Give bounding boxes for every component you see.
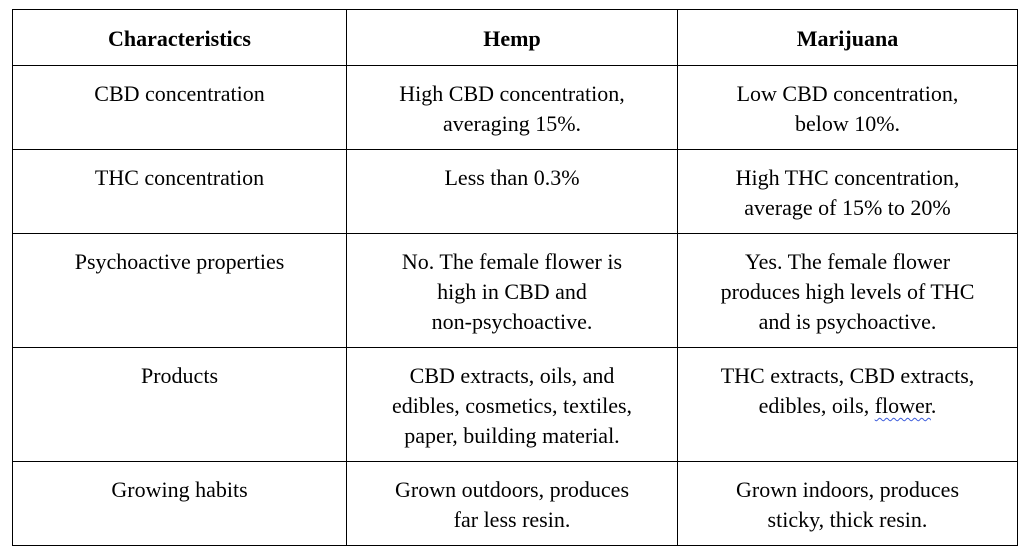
cell-text: Psychoactive properties xyxy=(74,249,285,274)
cell-text: Low CBD concentration, below 10%. xyxy=(736,81,959,136)
cell-characteristic: THC concentration xyxy=(12,149,347,234)
comparison-table: Characteristics Hemp Marijuana CBD conce… xyxy=(12,9,1018,546)
cell-marijuana: Low CBD concentration, below 10%. xyxy=(677,65,1018,150)
cell-hemp: No. The female flower is high in CBD and… xyxy=(346,233,678,348)
table-row: THC concentration Less than 0.3% High TH… xyxy=(12,149,1018,234)
table-row: Products CBD extracts, oils, and edibles… xyxy=(12,347,1018,462)
cell-text: THC extracts, CBD extracts, edibles, oil… xyxy=(686,361,1009,421)
table-row: Psychoactive properties No. The female f… xyxy=(12,233,1018,348)
cell-text: No. The female flower is high in CBD and… xyxy=(401,249,623,334)
cell-characteristic: Psychoactive properties xyxy=(12,233,347,348)
cell-hemp: Less than 0.3% xyxy=(346,149,678,234)
table-row: CBD concentration High CBD concentration… xyxy=(12,65,1018,150)
cell-text: High CBD concentration, averaging 15%. xyxy=(399,81,625,136)
cell-text: Grown outdoors, produces far less resin. xyxy=(394,477,630,532)
cell-text: THC concentration xyxy=(94,165,265,190)
spellcheck-flagged-word[interactable]: flower xyxy=(874,393,931,418)
cell-characteristic: Growing habits xyxy=(12,461,347,546)
cell-text: High THC concentration, average of 15% t… xyxy=(735,165,960,220)
cell-text: CBD extracts, oils, and edibles, cosmeti… xyxy=(391,363,633,448)
cell-marijuana: Grown indoors, produces sticky, thick re… xyxy=(677,461,1018,546)
cell-hemp: CBD extracts, oils, and edibles, cosmeti… xyxy=(346,347,678,462)
cell-characteristic: Products xyxy=(12,347,347,462)
cell-text: Yes. The female flower produces high lev… xyxy=(720,249,975,334)
cell-text-prefix: THC extracts, CBD extracts, edibles, oil… xyxy=(720,363,975,418)
cell-text: CBD concentration xyxy=(94,81,265,106)
cell-marijuana: THC extracts, CBD extracts, edibles, oil… xyxy=(677,347,1018,462)
header-marijuana: Marijuana xyxy=(677,9,1018,66)
cell-text: Products xyxy=(141,363,218,388)
table-row: Growing habits Grown outdoors, produces … xyxy=(12,461,1018,546)
cell-text: Less than 0.3% xyxy=(444,165,580,190)
header-characteristics: Characteristics xyxy=(12,9,347,66)
cell-hemp: Grown outdoors, produces far less resin. xyxy=(346,461,678,546)
cell-hemp: High CBD concentration, averaging 15%. xyxy=(346,65,678,150)
cell-text: Grown indoors, produces sticky, thick re… xyxy=(735,477,960,532)
cell-text: Growing habits xyxy=(111,477,248,502)
header-hemp: Hemp xyxy=(346,9,678,66)
header-row: Characteristics Hemp Marijuana xyxy=(12,9,1018,66)
cell-characteristic: CBD concentration xyxy=(12,65,347,150)
cell-text-suffix: . xyxy=(930,393,937,418)
cell-marijuana: High THC concentration, average of 15% t… xyxy=(677,149,1018,234)
cell-marijuana: Yes. The female flower produces high lev… xyxy=(677,233,1018,348)
